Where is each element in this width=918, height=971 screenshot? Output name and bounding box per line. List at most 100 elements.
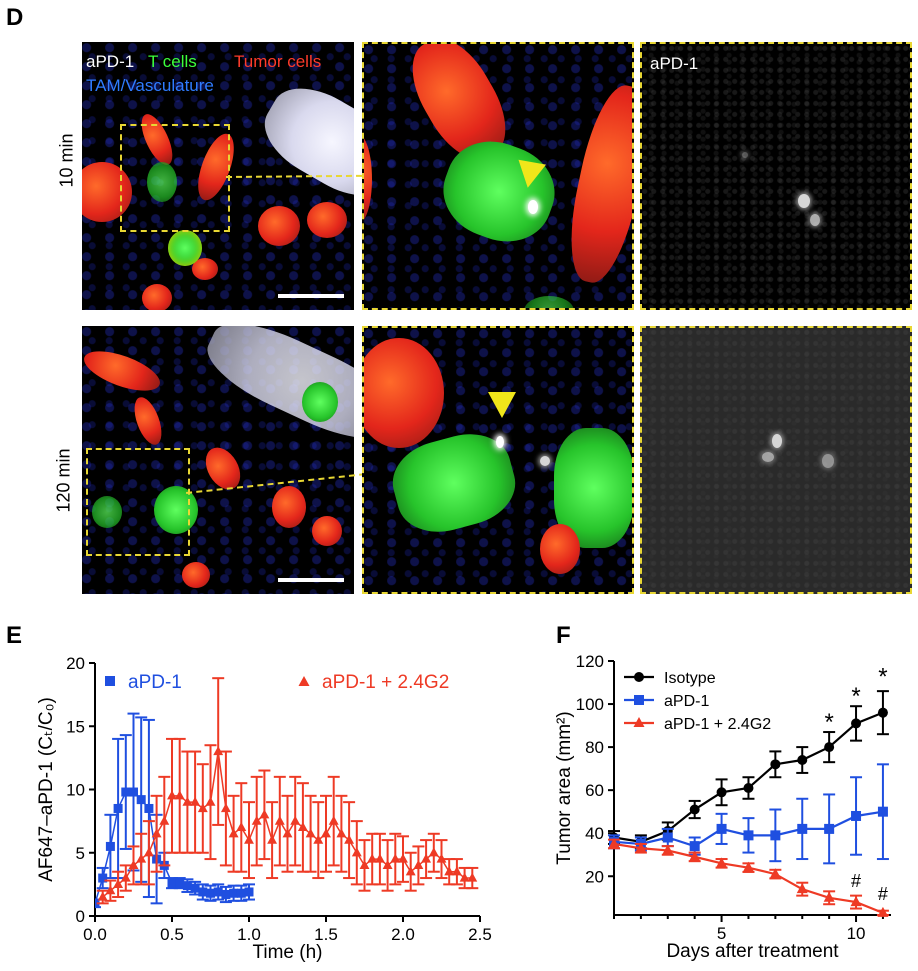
apd1-signal [762, 452, 774, 462]
tumor-cell [540, 524, 580, 574]
panel-f-letter: F [556, 622, 571, 649]
row-label-120min: 120 min [53, 448, 74, 513]
y-tick-label: 20 [585, 867, 604, 886]
legend-marker [633, 717, 645, 727]
data-point [136, 853, 147, 863]
t-cell [168, 230, 202, 266]
data-point [213, 887, 223, 897]
apd1-signal [528, 200, 538, 214]
data-point [197, 803, 208, 813]
legend-marker [634, 672, 644, 682]
scale-bar [278, 578, 344, 582]
data-point [743, 830, 754, 841]
data-point [290, 815, 301, 825]
selection-box [120, 124, 230, 232]
data-point [205, 796, 216, 806]
arrowhead-marker [513, 159, 547, 191]
tumor-cell [258, 206, 300, 246]
significance-mark: * [851, 683, 860, 710]
y-tick-label: 120 [576, 652, 604, 671]
legend-label: aPD-1 + 2.4G2 [664, 716, 771, 733]
data-point [428, 847, 439, 857]
panel-e-letter: E [6, 622, 23, 649]
data-point [113, 803, 123, 813]
data-point [344, 834, 355, 844]
data-point [351, 847, 362, 857]
legend-marker [105, 676, 115, 686]
data-point [851, 718, 862, 729]
data-point [770, 759, 781, 770]
legend-label: aPD-1 [128, 672, 182, 693]
data-point [213, 746, 224, 756]
data-point [413, 860, 424, 869]
legend-entry-apd1-2.4g2: aPD-1 + 2.4G2 [624, 716, 771, 733]
x-tick-label: 0.0 [83, 925, 107, 944]
apd1-signal [540, 456, 550, 466]
data-point [175, 878, 185, 888]
data-point [97, 891, 108, 901]
data-point [635, 842, 647, 853]
data-point [336, 828, 347, 838]
data-point [662, 832, 673, 843]
significance-mark: # [878, 884, 888, 904]
data-point [129, 787, 138, 797]
data-point [769, 868, 781, 879]
data-point [113, 878, 124, 888]
legend-entry-apd1-2.4g2: aPD-1 + 2.4G2 [298, 672, 449, 693]
t-cell [524, 296, 574, 308]
data-point [190, 883, 200, 893]
gray-channel-label: aPD-1 [650, 54, 699, 73]
data-point [144, 803, 154, 813]
data-point [221, 889, 231, 899]
data-point [405, 866, 416, 876]
data-point [850, 896, 862, 907]
data-point [374, 853, 385, 863]
data-point [220, 803, 231, 813]
series-isotype [608, 690, 889, 850]
tumor-cell [364, 338, 444, 448]
x-axis-label: Days after treatment [666, 941, 839, 962]
y-tick-label: 10 [66, 781, 85, 800]
data-point [105, 841, 115, 851]
data-point [689, 841, 700, 852]
data-point [770, 830, 781, 841]
data-point [662, 844, 674, 855]
data-point [716, 857, 728, 868]
data-point [359, 860, 370, 869]
micrograph-120min-overview [82, 326, 354, 594]
apd1-signal [822, 454, 834, 468]
data-point [236, 822, 247, 832]
tumor-cell [272, 486, 306, 528]
legend-tam-vasculature: TAM/Vasculature [86, 76, 214, 95]
data-point [877, 906, 889, 917]
data-point [151, 828, 162, 838]
apd1-signal [496, 436, 504, 448]
data-point [390, 853, 401, 863]
data-point [824, 823, 835, 834]
legend-marker [634, 695, 644, 705]
data-point [742, 861, 754, 872]
apd1-signal [742, 152, 748, 158]
t-cell [302, 382, 338, 422]
data-point [244, 834, 254, 844]
data-point [167, 790, 177, 800]
row-label-10min: 10 min [56, 133, 77, 188]
data-point [436, 853, 447, 863]
y-tick-label: 0 [76, 907, 85, 926]
data-point [143, 847, 154, 857]
data-point [182, 881, 192, 891]
data-point [716, 787, 727, 798]
t-cell [92, 496, 122, 528]
data-point [823, 891, 835, 902]
data-point [328, 815, 339, 825]
data-point [689, 804, 700, 815]
data-point [120, 872, 131, 882]
data-point [382, 860, 393, 869]
series-line [613, 842, 884, 914]
micrograph-10min-zoom [362, 42, 634, 310]
data-point [259, 809, 270, 819]
data-point [228, 828, 239, 838]
y-tick-label: 40 [585, 824, 604, 843]
data-point [267, 834, 278, 844]
selection-box [86, 448, 190, 556]
